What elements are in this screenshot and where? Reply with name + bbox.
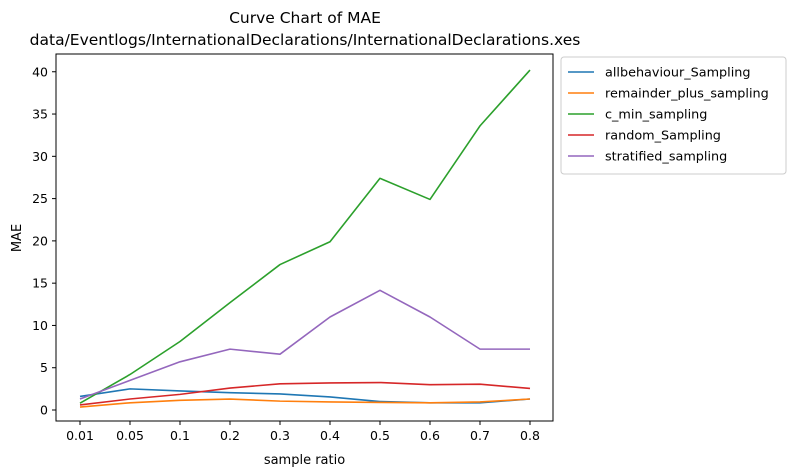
legend-label: stratified_sampling [605, 150, 727, 165]
x-tick-label: 0.4 [320, 428, 340, 443]
legend: allbehaviour_Sampling remainder_plus_samp… [560, 56, 787, 175]
legend-label: allbehaviour_Sampling [605, 66, 751, 81]
y-tick-label: 25 [32, 191, 48, 206]
x-tick-label: 0.05 [116, 428, 144, 443]
y-axis: 0 5 10 15 20 25 30 35 40 [32, 64, 56, 418]
x-tick-label: 0.3 [270, 428, 290, 443]
series-lines [79, 69, 531, 408]
y-tick-label: 0 [40, 403, 48, 418]
x-tick-label: 0.5 [370, 428, 390, 443]
y-axis-label: MAE [10, 224, 25, 252]
x-tick-label: 0.6 [420, 428, 440, 443]
x-tick-label: 0.1 [170, 428, 190, 443]
x-tick-label: 0.01 [66, 428, 94, 443]
chart-title-line-2: data/Eventlogs/InternationalDeclarations… [30, 31, 581, 49]
x-tick-label: 0.7 [470, 428, 490, 443]
series-line-c_min_sampling [79, 69, 531, 404]
y-tick-label: 40 [32, 64, 48, 79]
x-tick-label: 0.8 [520, 428, 540, 443]
legend-box [560, 56, 787, 175]
chart-title-line-1: Curve Chart of MAE [229, 9, 381, 27]
series-line-stratified_sampling [79, 289, 530, 400]
legend-label: c_min_sampling [605, 108, 707, 123]
y-tick-label: 5 [40, 360, 48, 375]
y-tick-label: 35 [32, 107, 48, 122]
x-tick-label: 0.2 [220, 428, 240, 443]
y-tick-label: 10 [32, 318, 48, 333]
legend-label: remainder_plus_sampling [605, 87, 769, 102]
y-tick-label: 30 [32, 149, 48, 164]
legend-label: random_Sampling [605, 129, 721, 144]
plot-area [55, 53, 554, 422]
y-tick-label: 15 [32, 276, 48, 291]
series-line-remainder_plus_sampling [79, 398, 531, 408]
series-line-random_Sampling [79, 381, 531, 406]
x-axis: 0.01 0.05 0.1 0.2 0.3 0.4 0.5 0.6 0.7 0.8 [66, 421, 540, 443]
y-tick-label: 20 [32, 233, 48, 248]
x-axis-label: sample ratio [264, 453, 345, 468]
